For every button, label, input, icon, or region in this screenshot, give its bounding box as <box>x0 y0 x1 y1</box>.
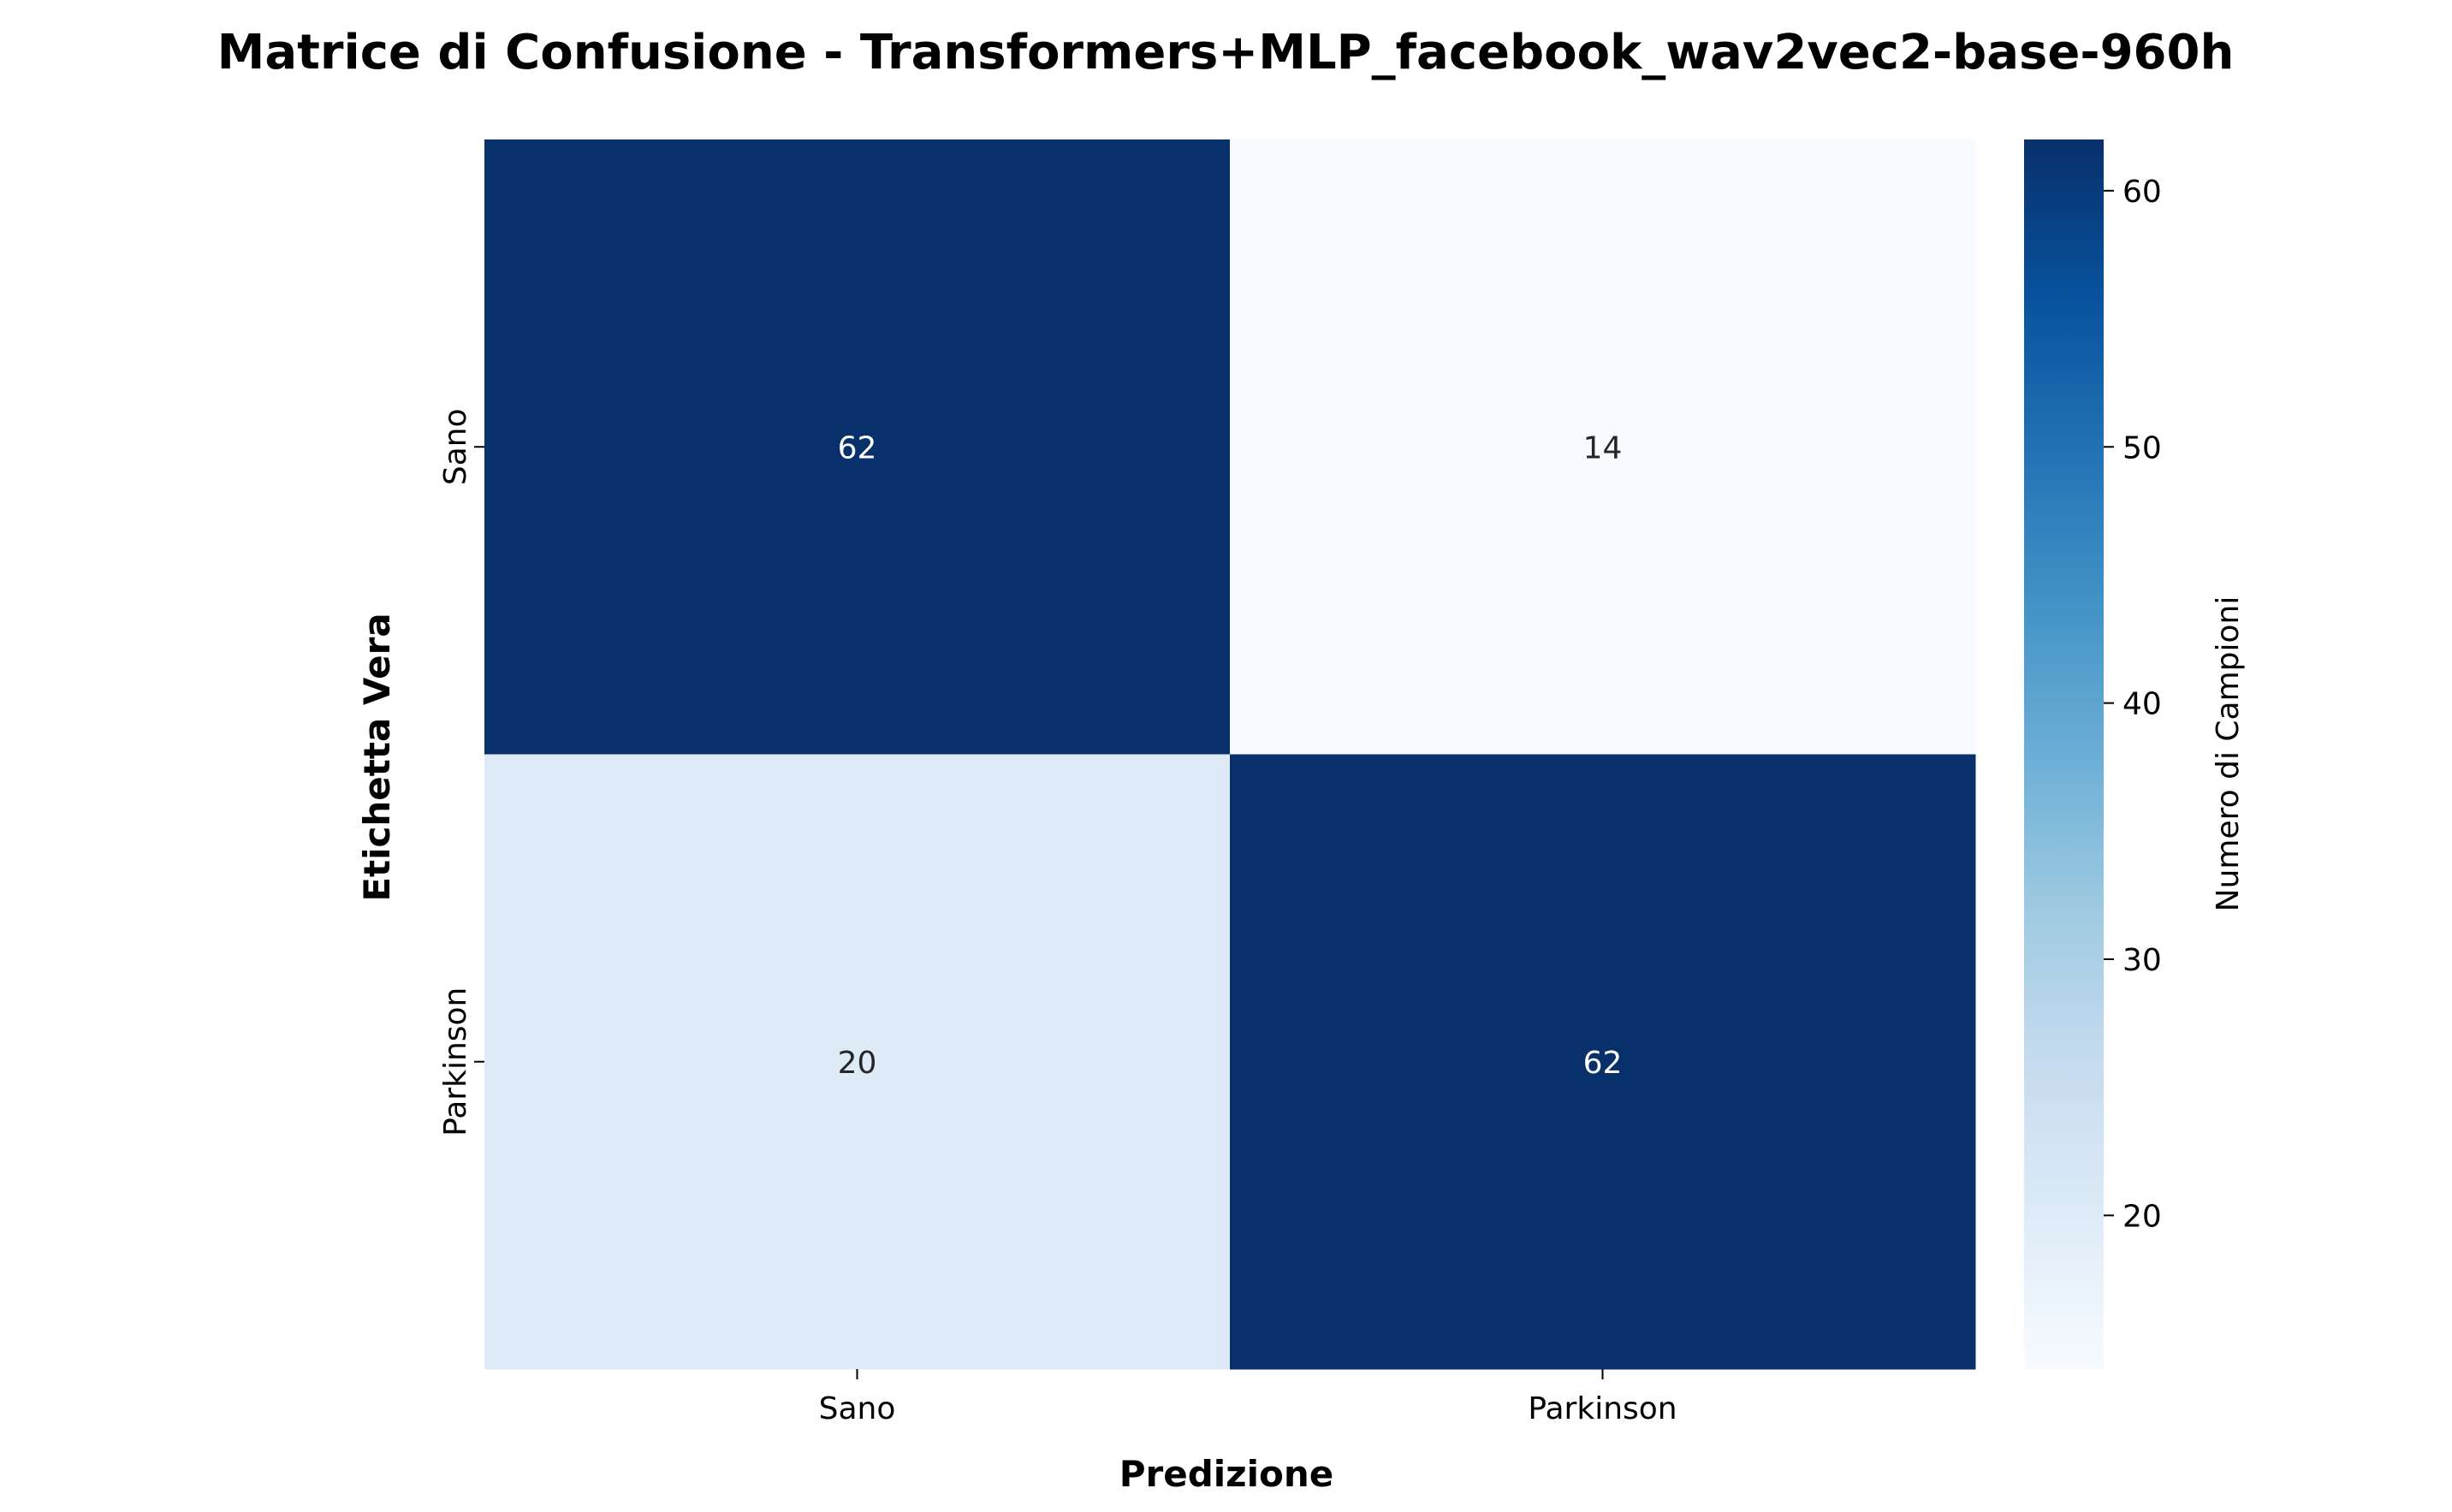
chart-title: Matrice di Confusione - Transformers+MLP… <box>217 25 2235 80</box>
y-axis-label: Etichetta Vera <box>356 613 398 901</box>
y-tick-label: Parkinson <box>438 987 473 1136</box>
cell-value-label: 62 <box>1583 1046 1623 1081</box>
colorbar-label: Numero di Campioni <box>2211 596 2246 912</box>
colorbar-tick-label: 40 <box>2122 687 2162 722</box>
cell-value-label: 14 <box>1583 430 1623 465</box>
x-tick-label: Sano <box>819 1391 896 1426</box>
colorbar-tick-label: 20 <box>2122 1199 2162 1234</box>
heatmap-cell-labels: 62 14 20 62 <box>838 430 1623 1081</box>
colorbar <box>2024 139 2104 1369</box>
y-tick-label: Sano <box>438 408 473 485</box>
heatmap-cell <box>484 139 1231 755</box>
x-tick-label: Parkinson <box>1528 1391 1677 1426</box>
colorbar-tick-label: 30 <box>2122 943 2162 978</box>
cell-value-label: 62 <box>838 430 877 465</box>
heatmap-cells <box>484 139 1976 1370</box>
colorbar-tick-label: 50 <box>2122 430 2162 465</box>
cell-value-label: 20 <box>838 1046 877 1081</box>
x-axis-ticks: Sano Parkinson <box>819 1369 1677 1426</box>
y-axis-ticks: Sano Parkinson <box>438 408 484 1136</box>
heatmap-cell <box>484 754 1231 1370</box>
x-axis-label: Predizione <box>1119 1453 1334 1495</box>
heatmap-cell <box>1230 754 1976 1370</box>
colorbar-tick-label: 60 <box>2122 175 2162 210</box>
colorbar-ticks: 20 30 40 50 60 <box>2104 175 2162 1234</box>
heatmap-cell <box>1230 139 1976 755</box>
